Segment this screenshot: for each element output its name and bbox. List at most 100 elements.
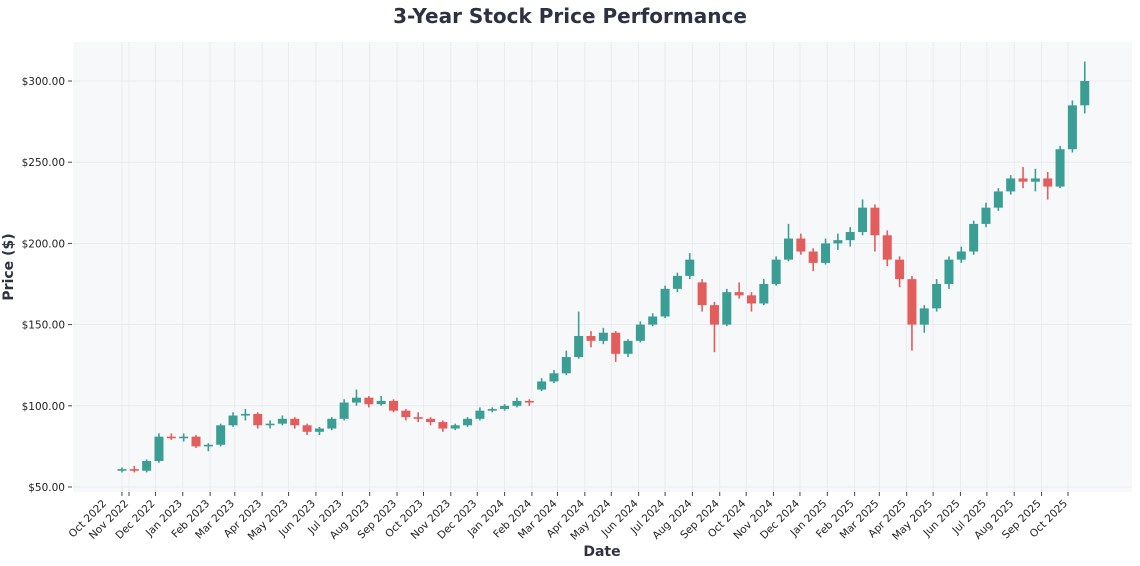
y-tick-label: $200.00 [22,238,65,250]
candle-up [314,426,324,436]
candle-down [302,423,312,436]
candle-up [722,288,732,327]
candle-body [450,425,460,429]
candle-up [277,415,287,426]
y-axis-label: Price ($) [1,233,17,300]
candle-up [154,433,164,463]
candle-up [450,423,460,431]
candle-up [956,246,966,263]
candle-down [734,282,744,299]
candle-up [487,407,497,413]
candle-body [413,417,423,419]
candle-up [549,370,559,384]
candle-up [993,188,1003,211]
candle-down [438,420,448,432]
candle-body [993,191,1003,208]
candle-up [179,433,189,442]
candle-up [463,417,473,427]
candle-down [746,292,756,312]
candle-down [611,331,621,362]
candle-body [228,415,238,426]
candle-down [191,435,201,449]
candle-body [722,292,732,325]
candle-up [660,285,670,319]
candle-down [389,399,399,413]
candle-body [1018,178,1028,182]
candle-body [240,413,250,416]
candle-down [166,433,176,440]
candle-body [265,423,275,426]
candle-body [611,332,621,354]
candle-up [759,279,769,306]
candle-body [709,305,719,325]
candle-up [932,279,942,312]
candle-down [796,233,806,255]
candle-body [500,405,510,410]
candle-down [907,275,917,351]
candle-up [475,407,485,421]
candle-body [537,381,547,390]
candle-body [1080,81,1090,106]
candle-down [586,331,596,348]
candle-body [870,207,880,236]
candle-body [1006,178,1016,192]
candle-up [240,409,250,421]
candle-body [932,284,942,309]
candle-body [697,282,707,306]
candle-body [845,232,855,241]
candle-body [598,332,608,341]
candle-up [1055,145,1065,189]
candle-body [969,223,979,252]
plot-area [73,42,1132,492]
candle-up [216,423,226,447]
candle-body [253,413,263,426]
candle-body [463,418,473,426]
candle-up [117,467,127,473]
candle-body [154,436,164,462]
candle-body [1055,149,1065,187]
candle-down [524,399,534,406]
candle-up [500,404,510,411]
candle-up [784,223,794,262]
candle-up [203,443,213,452]
candle-body [796,238,806,252]
grid [73,42,1132,492]
candle-body [944,259,954,284]
candle-up [685,253,695,280]
candle-up [327,417,337,431]
candles [117,61,1090,473]
y-tick-label: $150.00 [22,320,65,332]
y-tick-label: $100.00 [22,401,65,413]
candle-body [475,410,485,419]
candle-body [734,292,744,296]
candle-body [216,425,226,445]
candle-body [907,279,917,325]
candle-body [759,284,769,304]
candle-down [697,279,707,312]
candle-body [487,409,497,411]
candle-body [166,436,176,439]
candle-body [277,418,287,424]
candle-body [438,422,448,429]
candle-up [537,378,547,392]
candle-down [129,465,139,473]
candle-body [919,308,929,325]
candle-up [142,459,152,473]
candle-body [351,397,361,403]
candle-up [598,327,608,345]
candle-up [821,238,831,265]
candle-up [561,350,571,375]
candle-body [302,425,312,432]
candle-body [821,243,831,263]
y-axis: $50.00 $100.00 $150.00 $200.00 $250.00 $300.0… [22,76,72,494]
candle-body [314,428,324,432]
candle-down [401,409,411,421]
candle-up [919,305,929,333]
candle-up [672,272,682,293]
candle-down [870,204,880,252]
candle-up [574,311,584,359]
candle-body [401,410,411,418]
candle-up [981,202,991,228]
candle-body [203,444,213,447]
candle-down [895,256,905,288]
